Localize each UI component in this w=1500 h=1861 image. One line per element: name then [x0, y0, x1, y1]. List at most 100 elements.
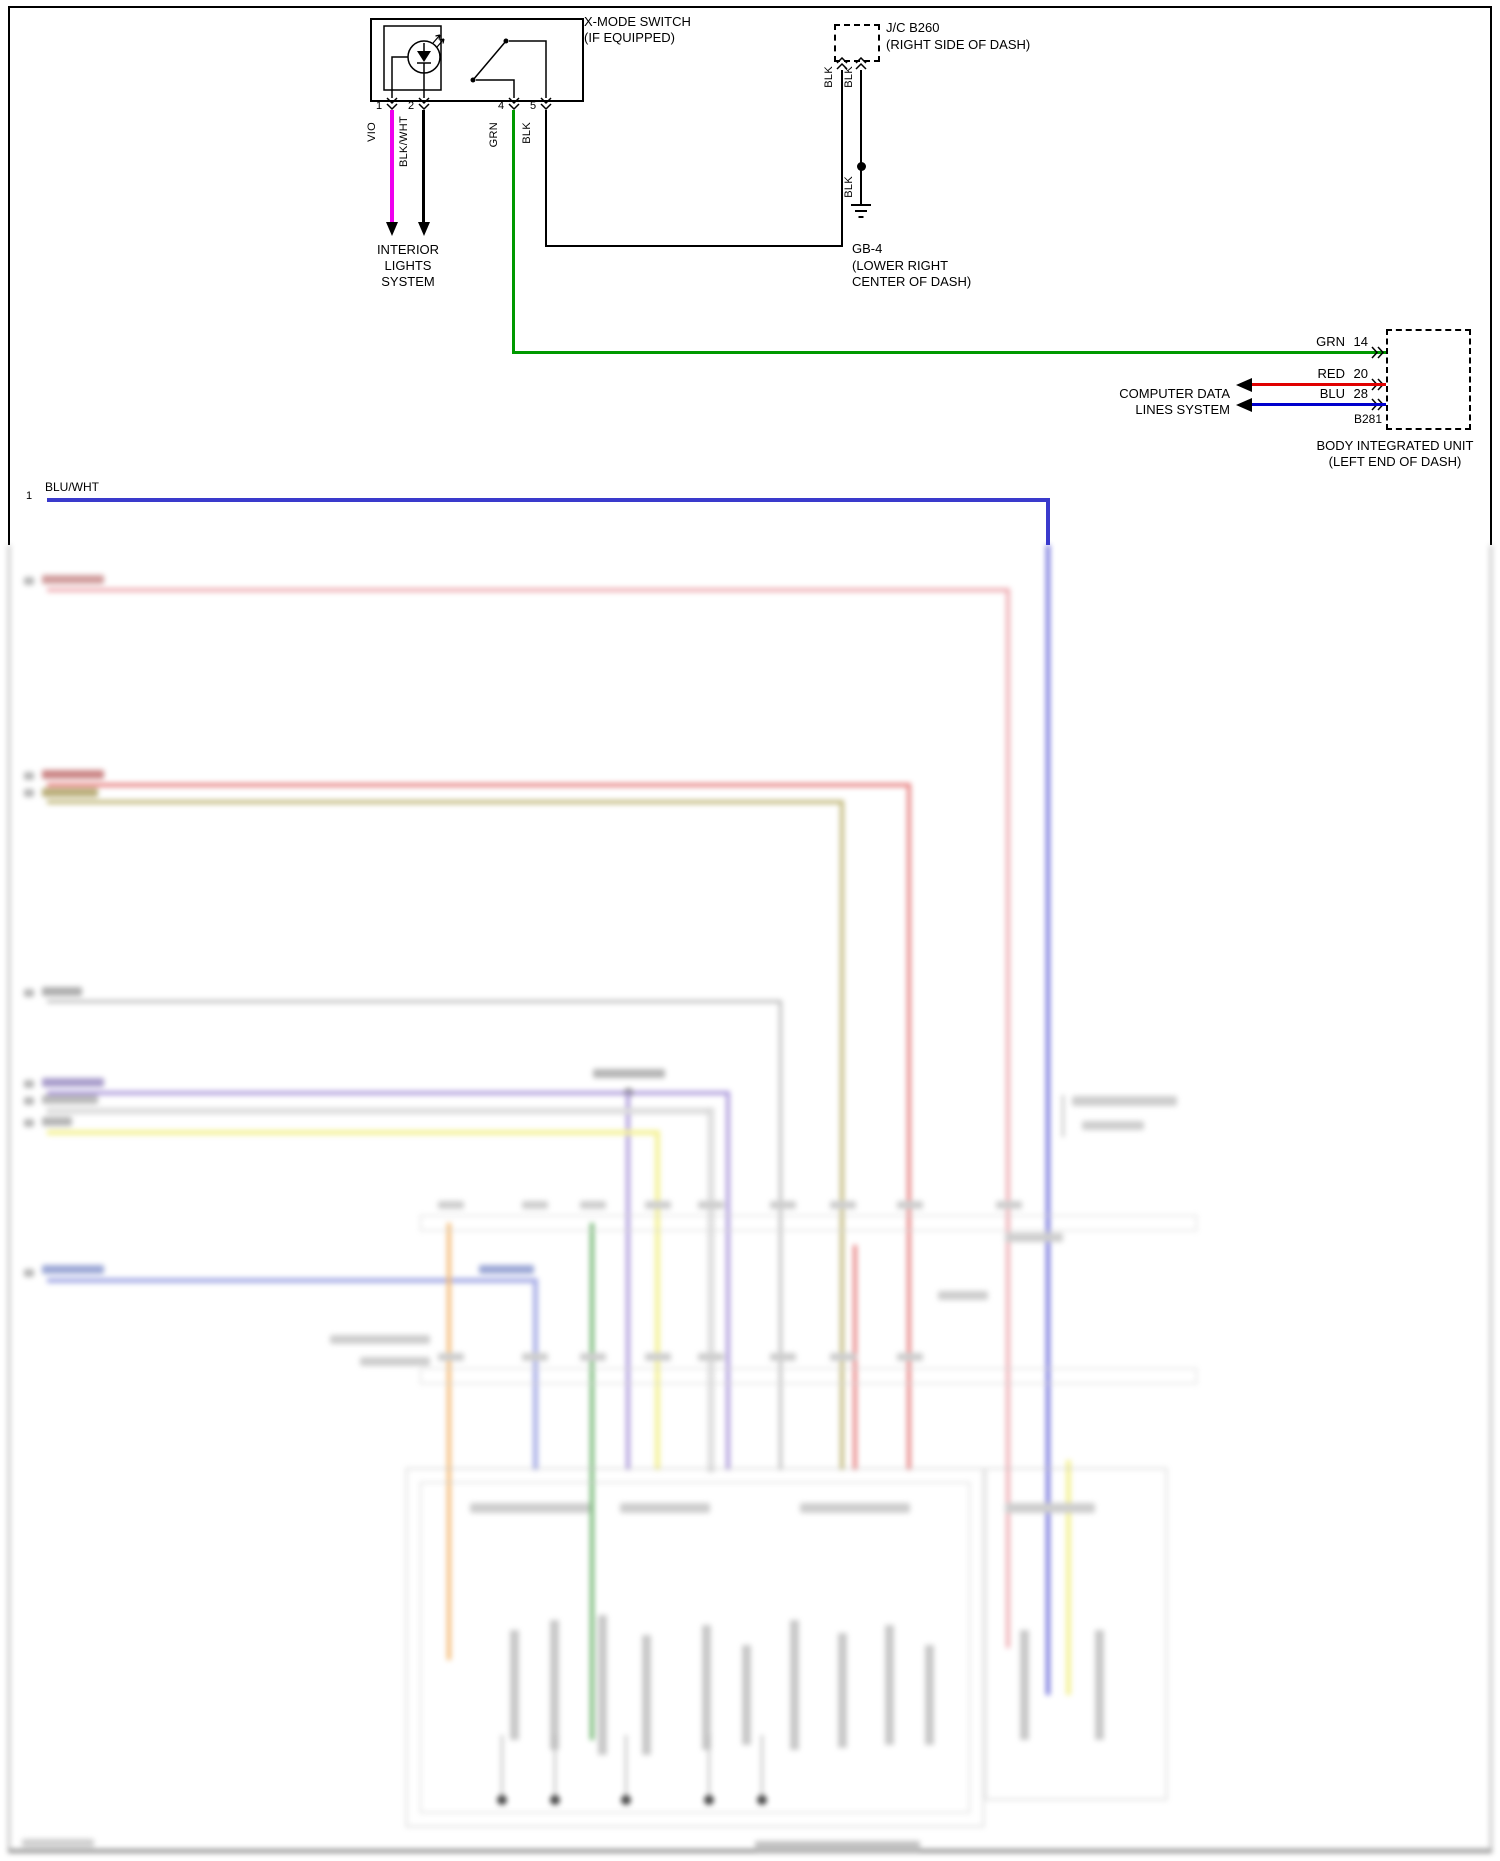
blurred-text: [645, 1353, 671, 1361]
blurred-text: [1005, 1233, 1063, 1242]
b281-box: [1386, 329, 1471, 430]
blurred-text: [1005, 1503, 1095, 1513]
wire-label-blk-wht: BLK/WHT: [398, 116, 410, 167]
grn-wire-horizontal: [512, 351, 1386, 354]
yellow-wire-h: [47, 1130, 657, 1135]
ground-lead: [708, 1735, 710, 1798]
arrow-to-computer-data-red: [1236, 378, 1252, 392]
blurred-text: [770, 1201, 796, 1209]
blurred-text: [1072, 1096, 1177, 1106]
xmode-switch-internals: [383, 25, 547, 98]
salmon-wire-v: [1006, 588, 1010, 1648]
ground-lead: [501, 1735, 503, 1798]
component-outer-box: [406, 1468, 984, 1827]
blurred-text: [479, 1265, 534, 1274]
pin-number-2: 2: [408, 100, 415, 112]
frame-left: [8, 6, 10, 545]
blurred-text: [580, 1201, 606, 1209]
blk-wire-vertical: [545, 110, 547, 247]
blurred-text: [897, 1201, 923, 1209]
ground-dot: [757, 1795, 767, 1805]
component-symbol: [925, 1645, 934, 1745]
ground-dot: [550, 1795, 560, 1805]
jc-b260-right-wire: [860, 70, 862, 196]
arrow-to-computer-data-blu: [1236, 398, 1252, 412]
blurred-text: [24, 577, 34, 585]
periwinkle-wire-h: [47, 1278, 535, 1283]
blurred-text: [593, 1069, 665, 1078]
connector-chevron-pin4: [508, 97, 520, 111]
wire-label-vio: VIO: [366, 122, 378, 142]
gray-wire-v: [779, 1000, 782, 1470]
olive-wire-h: [47, 800, 842, 804]
b281-name: BODY INTEGRATED UNIT: [1316, 438, 1474, 453]
wire-label-grn: GRN: [488, 122, 500, 148]
yellow-wire-v: [655, 1130, 660, 1470]
b281-connector-label: B281: [1353, 412, 1382, 426]
interior-lights-line3: SYSTEM: [381, 274, 435, 289]
blurred-text: [470, 1503, 590, 1513]
xmode-switch-box: [370, 18, 584, 102]
blurred-text: [938, 1291, 988, 1300]
blurred-text: [996, 1201, 1022, 1209]
white-wire-h: [47, 1108, 712, 1114]
b281-blu-pin: 28: [1353, 386, 1368, 401]
blurred-text: [24, 1269, 34, 1277]
blu-wht-wire-blur: [1046, 545, 1050, 1695]
blurred-text: [830, 1201, 856, 1209]
b281-red-label: RED: [1317, 366, 1345, 381]
component-symbol: [598, 1615, 607, 1755]
blk-wht-wire: [422, 110, 425, 222]
yellow2-wire-v: [1066, 1460, 1071, 1695]
blu-wire: [1252, 403, 1386, 406]
blurred-text: [42, 1078, 104, 1087]
component-symbol: [790, 1620, 799, 1750]
blu-wht-wire-horizontal: [47, 498, 1050, 502]
blurred-text: [620, 1503, 710, 1513]
blurred-diagram-section: [0, 545, 1500, 1861]
gb4-location-line1: (LOWER RIGHT: [852, 258, 949, 273]
blurred-text: [330, 1335, 430, 1344]
wire-label-blk-right: BLK: [843, 66, 855, 88]
component-symbol: [702, 1625, 711, 1750]
ground-lead: [625, 1735, 627, 1798]
connector-chevron-jc-right: [855, 57, 867, 70]
green-wire-v: [590, 1223, 594, 1740]
connector-chevron-pin5: [540, 97, 552, 111]
purple-wire-branch-v: [626, 1091, 630, 1470]
blurred-text: [522, 1353, 548, 1361]
wire-label-blk-left: BLK: [823, 66, 835, 88]
blurred-text: [24, 1080, 34, 1088]
connector-chevron-b281-grn: [1371, 346, 1385, 359]
blurred-text: [24, 1119, 34, 1127]
ground-dot: [497, 1795, 507, 1805]
interior-lights-line2: LIGHTS: [384, 258, 432, 273]
blu-wht-wire-vertical: [1046, 498, 1050, 545]
blurred-text: [42, 1095, 98, 1104]
red-wire-v: [907, 783, 911, 1470]
frame-right-blur: [1490, 545, 1492, 1853]
arrow-to-interior-lights-1: [386, 222, 398, 236]
component-symbol: [1020, 1630, 1029, 1740]
component-symbol: [550, 1620, 559, 1750]
connector-band-upper: [420, 1215, 1197, 1231]
pin-number-5: 5: [530, 100, 537, 112]
component-symbol: [885, 1625, 894, 1745]
arrow-to-interior-lights-2: [418, 222, 430, 236]
component-symbol: [1095, 1630, 1104, 1740]
pin-number-4: 4: [498, 100, 505, 112]
white-wire-v: [708, 1108, 714, 1472]
ground-lead: [554, 1735, 556, 1798]
frame-top: [8, 6, 1492, 8]
b281-grn-label: GRN: [1316, 334, 1345, 349]
interior-lights-line1: INTERIOR: [376, 242, 440, 257]
wire-label-blk: BLK: [521, 122, 533, 144]
frame-left-blur: [8, 545, 10, 1853]
ground-symbol-gb4: [851, 195, 871, 218]
red-wire-h: [47, 783, 909, 787]
blurred-text: [42, 1265, 104, 1274]
blurred-text: [42, 987, 82, 996]
b281-blu-label: BLU: [1319, 386, 1345, 401]
computer-data-line1: COMPUTER DATA: [1119, 386, 1230, 401]
